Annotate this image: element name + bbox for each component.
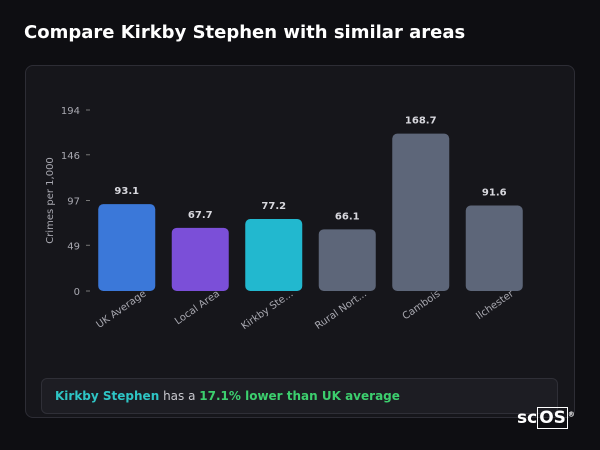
bar <box>392 133 450 291</box>
y-tick-label: 146 <box>61 151 80 162</box>
logo: sc OS ® <box>517 407 575 429</box>
title: Compare Kirkby Stephen with similar area… <box>24 22 466 43</box>
x-tick-label: Kirkby Ste... <box>239 288 295 332</box>
y-tick-label: 0 <box>74 287 80 298</box>
value-label: 66.1 <box>335 211 360 222</box>
x-tick-label: Rural Nort... <box>313 288 369 332</box>
bar <box>465 205 523 291</box>
summary-text: has a <box>163 389 196 403</box>
y-tick-label: 194 <box>61 106 80 117</box>
logo-prefix: sc <box>517 408 538 428</box>
y-axis-label: Crimes per 1,000 <box>45 157 56 244</box>
x-tick-label: Local Area <box>173 288 222 327</box>
value-label: 91.6 <box>482 188 507 199</box>
summary: Kirkby Stephen has a 17.1% lower than UK… <box>41 378 558 414</box>
value-label: 67.7 <box>188 210 213 221</box>
place: Kirkby Stephen <box>55 389 160 403</box>
y-tick-label: 49 <box>67 241 80 252</box>
value-label: 93.1 <box>114 186 139 197</box>
highlight: 17.1% lower than UK average <box>199 389 400 403</box>
value-label: 77.2 <box>261 201 286 212</box>
value-label: 168.7 <box>405 116 437 127</box>
x-tick-label: Ilchester <box>474 288 516 322</box>
logo-mark: ® <box>567 410 575 419</box>
bar <box>245 218 303 291</box>
y-tick-label: 97 <box>67 197 80 208</box>
logo-boxed: OS <box>537 407 568 429</box>
bar <box>318 229 376 291</box>
bar <box>171 227 229 291</box>
x-tick-label: Cambois <box>401 288 443 322</box>
bar <box>98 204 156 291</box>
x-tick-label: UK Average <box>95 288 149 330</box>
